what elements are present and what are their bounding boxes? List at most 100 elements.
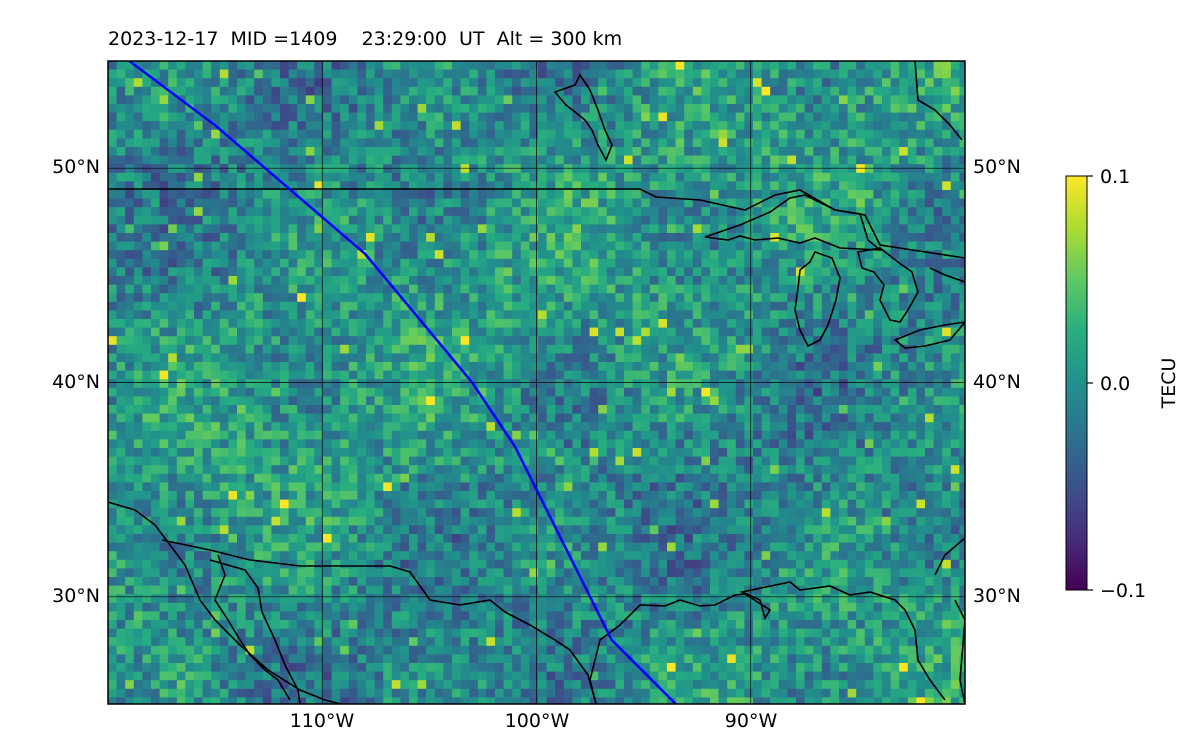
tec-cell bbox=[486, 224, 496, 234]
tec-cell bbox=[108, 172, 118, 182]
tec-cell bbox=[632, 456, 642, 466]
tec-cell bbox=[469, 95, 479, 105]
tec-cell bbox=[426, 112, 436, 122]
tec-cell bbox=[813, 465, 823, 475]
tec-cell bbox=[761, 61, 771, 71]
tec-cell bbox=[813, 121, 823, 131]
tec-cell bbox=[572, 430, 582, 440]
tec-cell bbox=[667, 267, 677, 277]
tec-cell bbox=[873, 78, 883, 88]
tec-cell bbox=[185, 181, 195, 191]
tec-cell bbox=[606, 224, 616, 234]
tec-cell bbox=[443, 86, 453, 96]
tec-cell bbox=[581, 233, 591, 243]
tec-cell bbox=[899, 86, 909, 96]
tec-cell bbox=[374, 198, 384, 208]
tec-cell bbox=[417, 86, 427, 96]
tec-cell bbox=[219, 190, 229, 200]
tec-cell bbox=[770, 327, 780, 337]
tec-cell bbox=[933, 129, 943, 139]
tec-cell bbox=[503, 387, 513, 397]
tec-cell bbox=[641, 112, 651, 122]
tec-cell bbox=[529, 207, 539, 217]
tec-cell bbox=[176, 370, 186, 380]
tec-cell bbox=[357, 284, 367, 294]
tec-cell bbox=[701, 439, 711, 449]
tec-cell bbox=[357, 95, 367, 105]
tec-cell bbox=[796, 370, 806, 380]
tec-cell bbox=[477, 61, 487, 71]
tec-cell bbox=[959, 293, 965, 303]
tec-cell bbox=[710, 327, 720, 337]
tec-cell bbox=[176, 69, 186, 79]
tec-cell bbox=[271, 344, 281, 354]
tec-cell bbox=[245, 396, 255, 406]
tec-cell bbox=[340, 104, 350, 114]
tec-cell bbox=[770, 215, 780, 225]
tec-cell bbox=[572, 112, 582, 122]
tec-cell bbox=[340, 215, 350, 225]
tec-cell bbox=[899, 482, 909, 492]
tec-cell bbox=[323, 310, 333, 320]
tec-cell bbox=[572, 164, 582, 174]
tec-cell bbox=[434, 327, 444, 337]
tec-cell bbox=[520, 78, 530, 88]
tec-cell bbox=[675, 482, 685, 492]
tec-cell bbox=[546, 198, 556, 208]
tec-cell bbox=[400, 362, 410, 372]
tec-cell bbox=[821, 319, 831, 329]
tec-cell bbox=[899, 190, 909, 200]
tec-cell bbox=[916, 224, 926, 234]
tec-cell bbox=[727, 319, 737, 329]
tec-cell bbox=[469, 456, 479, 466]
tec-cell bbox=[589, 224, 599, 234]
tec-cell bbox=[641, 250, 651, 260]
tec-cell bbox=[503, 258, 513, 268]
tec-cell bbox=[159, 439, 169, 449]
tec-cell bbox=[495, 155, 505, 165]
tec-cell bbox=[151, 155, 161, 165]
tec-cell bbox=[538, 241, 548, 251]
tec-cell bbox=[512, 310, 522, 320]
tec-cell bbox=[658, 112, 668, 122]
tec-cell bbox=[804, 482, 814, 492]
tec-cell bbox=[383, 112, 393, 122]
tec-cell bbox=[486, 396, 496, 406]
tec-cell bbox=[753, 224, 763, 234]
tec-cell bbox=[761, 147, 771, 157]
tec-cell bbox=[907, 284, 917, 294]
tec-cell bbox=[280, 147, 290, 157]
tec-cell bbox=[211, 336, 221, 346]
tec-cell bbox=[271, 164, 281, 174]
tec-cell bbox=[830, 319, 840, 329]
tec-cell bbox=[305, 301, 315, 311]
tec-cell bbox=[615, 267, 625, 277]
tec-cell bbox=[907, 241, 917, 251]
tec-cell bbox=[340, 465, 350, 475]
tec-cell bbox=[288, 413, 298, 423]
tec-cell bbox=[753, 164, 763, 174]
tec-cell bbox=[323, 198, 333, 208]
tec-cell bbox=[495, 112, 505, 122]
tec-cell bbox=[778, 112, 788, 122]
tec-cell bbox=[959, 396, 965, 406]
tec-cell bbox=[374, 155, 384, 165]
tec-cell bbox=[443, 233, 453, 243]
tec-cell bbox=[477, 430, 487, 440]
tec-cell bbox=[374, 258, 384, 268]
tec-cell bbox=[649, 181, 659, 191]
tec-cell bbox=[778, 95, 788, 105]
tec-cell bbox=[176, 379, 186, 389]
tec-cell bbox=[667, 138, 677, 148]
tec-cell bbox=[830, 379, 840, 389]
tec-cell bbox=[942, 396, 952, 406]
tec-cell bbox=[228, 155, 238, 165]
tec-cell bbox=[477, 396, 487, 406]
tec-cell bbox=[520, 362, 530, 372]
tec-cell bbox=[426, 439, 436, 449]
tec-cell bbox=[787, 233, 797, 243]
tec-cell bbox=[606, 147, 616, 157]
tec-cell bbox=[770, 112, 780, 122]
tec-cell bbox=[202, 155, 212, 165]
tec-cell bbox=[185, 370, 195, 380]
